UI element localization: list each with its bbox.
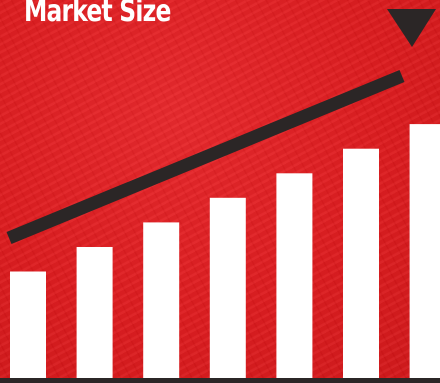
arrow-shaft — [6, 69, 405, 245]
page-title: Market Size — [24, 0, 171, 29]
arrow-head — [387, 9, 436, 47]
bar-3 — [143, 222, 180, 378]
bar-group — [10, 124, 440, 379]
trend-arrow-icon — [6, 9, 436, 245]
bar-2 — [76, 247, 113, 378]
bar-5 — [276, 173, 313, 379]
bar-1 — [10, 271, 46, 378]
baseline — [0, 378, 440, 383]
bar-4 — [209, 197, 246, 378]
bar-6 — [343, 148, 379, 378]
bar-7 — [409, 124, 440, 378]
